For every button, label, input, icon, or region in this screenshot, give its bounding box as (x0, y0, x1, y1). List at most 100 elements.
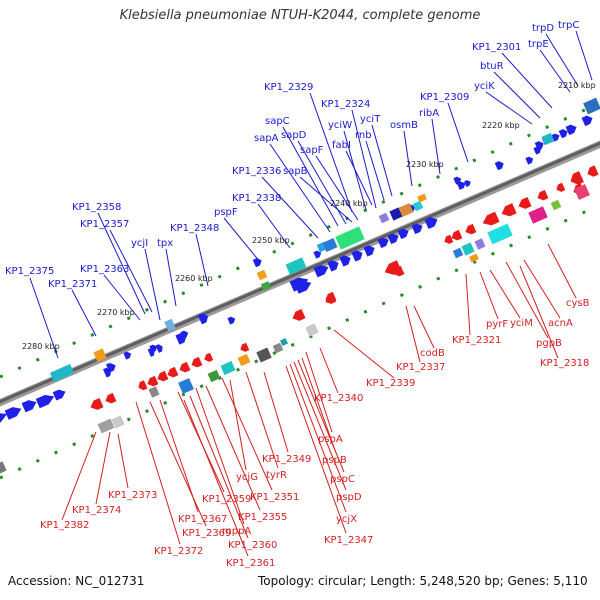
gene-label: KP1_2371 (48, 279, 97, 290)
gene-label: btuR (480, 61, 504, 72)
label-leader-line (109, 229, 153, 313)
gene-label: codB (420, 348, 445, 359)
gene-label: sapA (254, 133, 279, 144)
gene-label: KP1_2348 (170, 223, 219, 234)
forward-gene-arrow (327, 260, 339, 272)
scale-track-lower (0, 203, 600, 480)
gene-label: KP1_2363 (80, 264, 129, 275)
forward-gene-arrow (411, 223, 423, 235)
gene-label: KP1_2349 (262, 454, 311, 465)
label-leader-line (29, 277, 59, 359)
label-leader-line (405, 305, 421, 363)
label-leader-line (365, 140, 385, 201)
forward-gene-arrow (197, 313, 209, 325)
gene-feature-block (207, 369, 221, 383)
forward-gene-arrow (52, 389, 66, 401)
gene-feature-block (93, 348, 107, 362)
label-leader-line (447, 102, 469, 163)
gene-feature-block (474, 238, 486, 250)
gene-label: yciW (328, 120, 352, 131)
label-leader-line (309, 92, 353, 213)
label-leader-line (489, 269, 521, 319)
reverse-gene-arrow (167, 366, 179, 378)
reverse-gene-arrow (451, 229, 463, 241)
label-leader-line (431, 118, 441, 175)
gene-label: KP1_2318 (540, 358, 589, 369)
gene-label: KP1_2321 (452, 335, 501, 346)
label-leader-line (297, 359, 345, 473)
gene-feature-block (550, 199, 562, 211)
gene-feature-block (49, 363, 75, 383)
forward-gene-arrow (387, 233, 399, 245)
label-leader-line (299, 176, 353, 223)
gene-feature-block (389, 207, 403, 221)
label-leader-line (523, 259, 561, 319)
label-leader-line (301, 357, 337, 454)
gene-feature-block (487, 223, 513, 245)
forward-gene-arrow (35, 395, 55, 409)
gene-label: KP1_2336 (232, 166, 281, 177)
forward-gene-arrow (149, 344, 158, 353)
scale-label: 2210 kbp (558, 81, 596, 90)
forward-gene-arrow (339, 255, 351, 267)
gene-labels: KP1_2375 KP1_2371 KP1_2363 KP1_2358 KP1_2357… (5, 20, 590, 569)
label-leader-line (223, 217, 261, 263)
scale-labels: 2280 kbp 2270 kbp 2260 kbp 2250 kbp 2240 kbp… (22, 81, 596, 351)
label-leader-line (195, 387, 245, 525)
scale-label: 2250 kbp (252, 236, 290, 245)
gene-label: ycjI (131, 238, 148, 249)
label-leader-line (261, 176, 319, 239)
gene-label: pgpB (536, 338, 562, 349)
label-leader-line (289, 363, 347, 513)
forward-gene-arrow (581, 115, 593, 127)
forward-gene-arrow (453, 176, 462, 185)
label-leader-line (97, 212, 146, 315)
gene-feature-block (305, 323, 319, 337)
forward-gene-arrow (227, 316, 236, 325)
label-leader-line (371, 124, 393, 197)
gene-label: KP1_2340 (314, 393, 363, 404)
genome-summary-text: Topology: circular; Length: 5,248,520 bp… (258, 574, 588, 588)
gene-feature-block (541, 132, 555, 146)
label-leader-line (493, 71, 541, 119)
label-leader-line (519, 265, 559, 359)
gene-label: KP1_2358 (72, 202, 121, 213)
gene-label: sapD (281, 130, 307, 141)
forward-gene-arrow (155, 344, 163, 353)
scale-label: 2240 kbp (330, 199, 368, 208)
label-leader-line (144, 248, 161, 321)
gene-feature-block (97, 418, 115, 434)
label-leader-line (183, 399, 249, 557)
scale-label: 2220 kbp (482, 121, 520, 130)
scale-label: 2270 kbp (97, 308, 135, 317)
gene-feature-block (256, 269, 268, 281)
gene-feature-block (111, 415, 125, 429)
gene-feature-block (461, 242, 475, 256)
gene-feature-block (260, 281, 272, 291)
reverse-gene-arrow (90, 398, 104, 410)
reverse-gene-arrow (587, 165, 599, 177)
label-leader-line (61, 431, 97, 521)
label-leader-line (189, 395, 249, 539)
label-leader-line (539, 49, 571, 93)
gene-feature-block (398, 203, 414, 217)
label-leader-line (229, 379, 247, 471)
gene-feature-block (378, 212, 390, 224)
gene-label: KP1_2355 (238, 512, 287, 523)
forward-gene-arrow (106, 363, 116, 373)
label-leader-line (351, 109, 377, 209)
forward-gene-arrow (565, 124, 577, 136)
gene-features (0, 97, 600, 475)
gene-label: tyrR (266, 470, 287, 481)
gene-label: sapC (265, 116, 290, 127)
label-leader-line (285, 365, 347, 534)
gene-label: yciK (474, 81, 495, 92)
label-leader-line (263, 371, 289, 453)
gene-label: tpx (157, 238, 173, 249)
gene-label: yciM (510, 318, 533, 329)
gene-label: pspB (322, 455, 347, 466)
reverse-gene-arrow (465, 223, 477, 235)
gene-label: osmB (390, 120, 418, 131)
label-leader-line (257, 203, 291, 249)
